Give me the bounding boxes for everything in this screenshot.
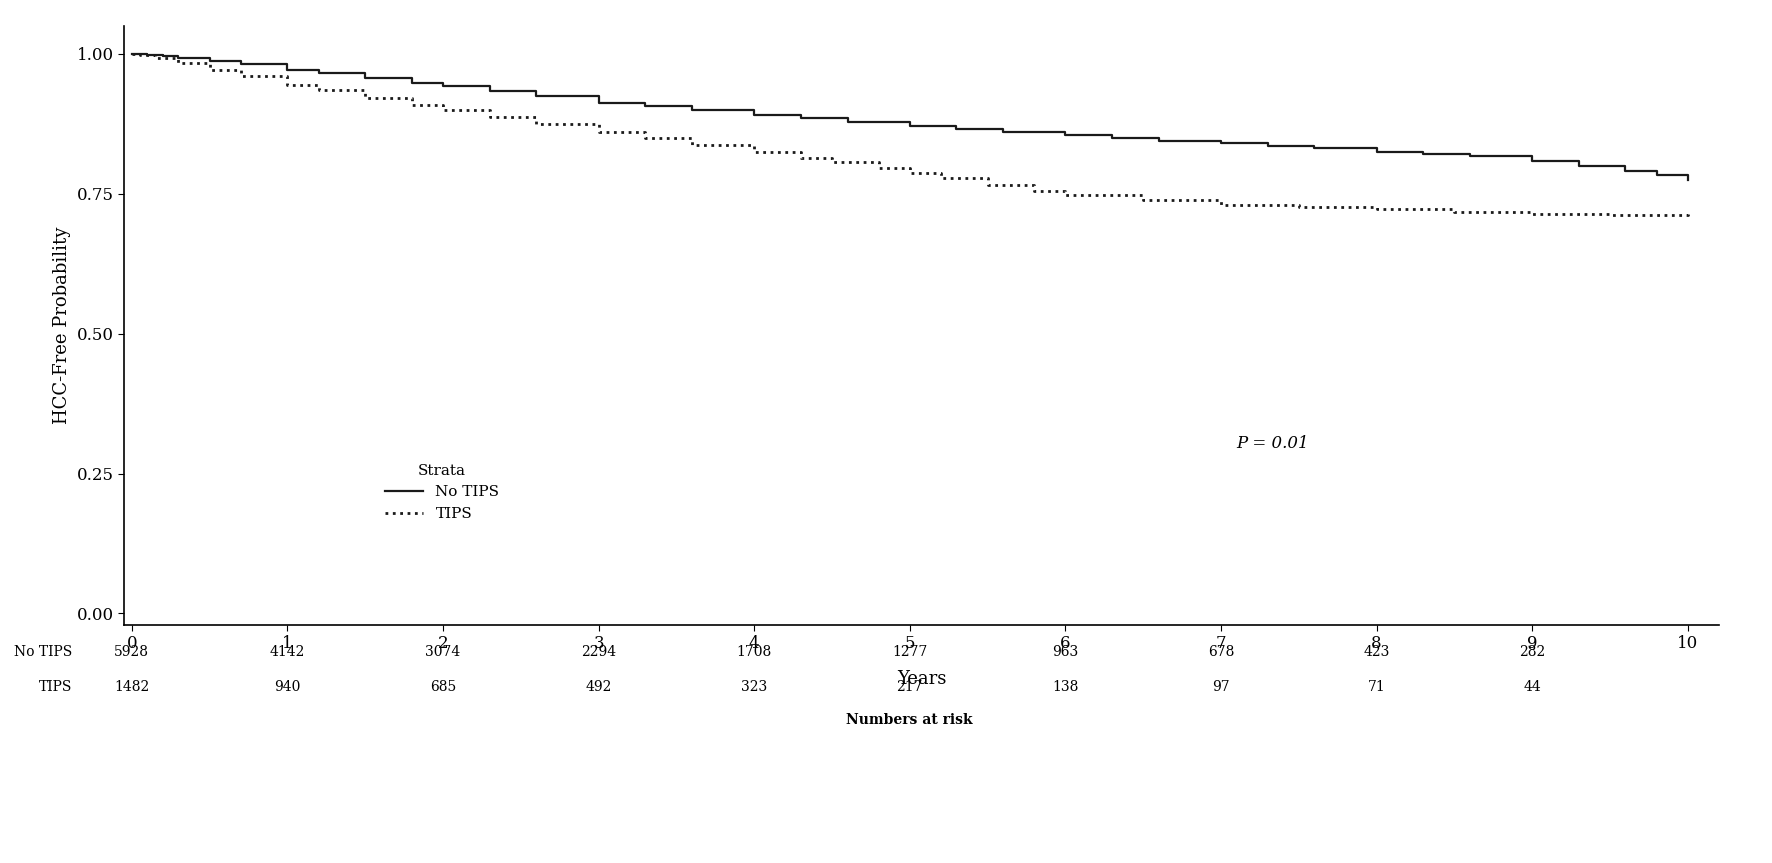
Text: P = 0.01: P = 0.01 (1237, 436, 1310, 452)
Text: Numbers at risk: Numbers at risk (847, 713, 973, 727)
TIPS (1210, 200, 1232, 211)
No TIPS (120, 48, 142, 59)
No TIPS (836, 117, 858, 127)
No TIPS (680, 105, 702, 116)
TIPS (930, 173, 952, 183)
TIPS (790, 153, 812, 163)
No TIPS (1646, 170, 1667, 180)
Text: 1277: 1277 (891, 645, 927, 658)
TIPS (478, 112, 500, 123)
TIPS (1054, 190, 1076, 200)
No TIPS (1304, 143, 1325, 154)
Text: 963: 963 (1053, 645, 1079, 658)
Text: 3074: 3074 (425, 645, 461, 658)
Y-axis label: HCC-Free Probability: HCC-Free Probability (53, 227, 71, 424)
No TIPS (478, 86, 500, 97)
No TIPS (1256, 141, 1278, 151)
No TIPS (152, 51, 174, 61)
TIPS (822, 157, 843, 167)
TIPS (588, 127, 610, 137)
No TIPS (744, 110, 766, 121)
TIPS (168, 58, 190, 68)
No TIPS (400, 78, 422, 88)
TIPS (1366, 205, 1387, 215)
Text: TIPS: TIPS (39, 680, 73, 694)
Text: 4142: 4142 (269, 645, 305, 658)
No TIPS (1210, 138, 1232, 148)
Text: 71: 71 (1368, 680, 1386, 694)
Text: 423: 423 (1363, 645, 1389, 658)
No TIPS (1102, 133, 1123, 143)
Text: 44: 44 (1524, 680, 1542, 694)
No TIPS (230, 59, 252, 69)
No TIPS (308, 67, 330, 78)
Text: 1708: 1708 (737, 645, 773, 658)
No TIPS (946, 123, 968, 134)
Text: 1482: 1482 (113, 680, 149, 694)
No TIPS (634, 101, 656, 111)
Text: 5928: 5928 (115, 645, 149, 658)
Text: 2294: 2294 (581, 645, 617, 658)
TIPS (976, 180, 998, 190)
TIPS (1132, 195, 1154, 205)
TIPS (1288, 202, 1310, 212)
No TIPS (790, 113, 812, 123)
TIPS (120, 48, 142, 59)
TIPS (868, 163, 890, 173)
TIPS (354, 92, 376, 103)
No TIPS (992, 127, 1014, 137)
TIPS (308, 85, 330, 95)
TIPS (230, 71, 252, 81)
Text: 217: 217 (897, 680, 923, 694)
Text: 97: 97 (1212, 680, 1230, 694)
TIPS (276, 79, 298, 90)
No TIPS (198, 55, 220, 66)
No TIPS (1366, 147, 1387, 157)
No TIPS (588, 98, 610, 108)
TIPS (680, 139, 702, 149)
TIPS (145, 53, 167, 63)
No TIPS (276, 65, 298, 75)
TIPS (744, 147, 766, 157)
TIPS (1600, 210, 1621, 220)
Text: 940: 940 (275, 680, 301, 694)
Text: Years: Years (897, 670, 946, 688)
TIPS (1024, 186, 1045, 196)
TIPS (198, 65, 220, 75)
No TIPS (136, 50, 158, 60)
Text: 323: 323 (741, 680, 767, 694)
TIPS (1676, 205, 1698, 216)
No TIPS (526, 91, 548, 102)
Text: 492: 492 (585, 680, 611, 694)
Text: 138: 138 (1053, 680, 1079, 694)
No TIPS (354, 72, 376, 83)
TIPS (400, 99, 422, 110)
TIPS (1444, 207, 1465, 217)
Text: 685: 685 (431, 680, 455, 694)
No TIPS (1460, 151, 1481, 161)
Text: No TIPS: No TIPS (14, 645, 73, 658)
No TIPS (129, 49, 151, 60)
Line: TIPS: TIPS (131, 54, 1687, 215)
TIPS (634, 133, 656, 143)
No TIPS (1676, 174, 1698, 185)
No TIPS (1148, 135, 1170, 146)
TIPS (526, 119, 548, 129)
No TIPS (1568, 161, 1589, 171)
No TIPS (168, 53, 190, 63)
TIPS (898, 168, 920, 179)
No TIPS (1054, 129, 1076, 140)
No TIPS (1412, 148, 1434, 159)
Text: 678: 678 (1209, 645, 1233, 658)
Text: 282: 282 (1519, 645, 1545, 658)
TIPS (129, 50, 151, 60)
TIPS (1522, 209, 1543, 219)
TIPS (432, 105, 454, 116)
Legend: No TIPS, TIPS: No TIPS, TIPS (379, 457, 505, 527)
No TIPS (898, 120, 920, 130)
Line: No TIPS: No TIPS (131, 54, 1687, 180)
No TIPS (1522, 156, 1543, 167)
No TIPS (432, 81, 454, 91)
No TIPS (1614, 167, 1636, 177)
